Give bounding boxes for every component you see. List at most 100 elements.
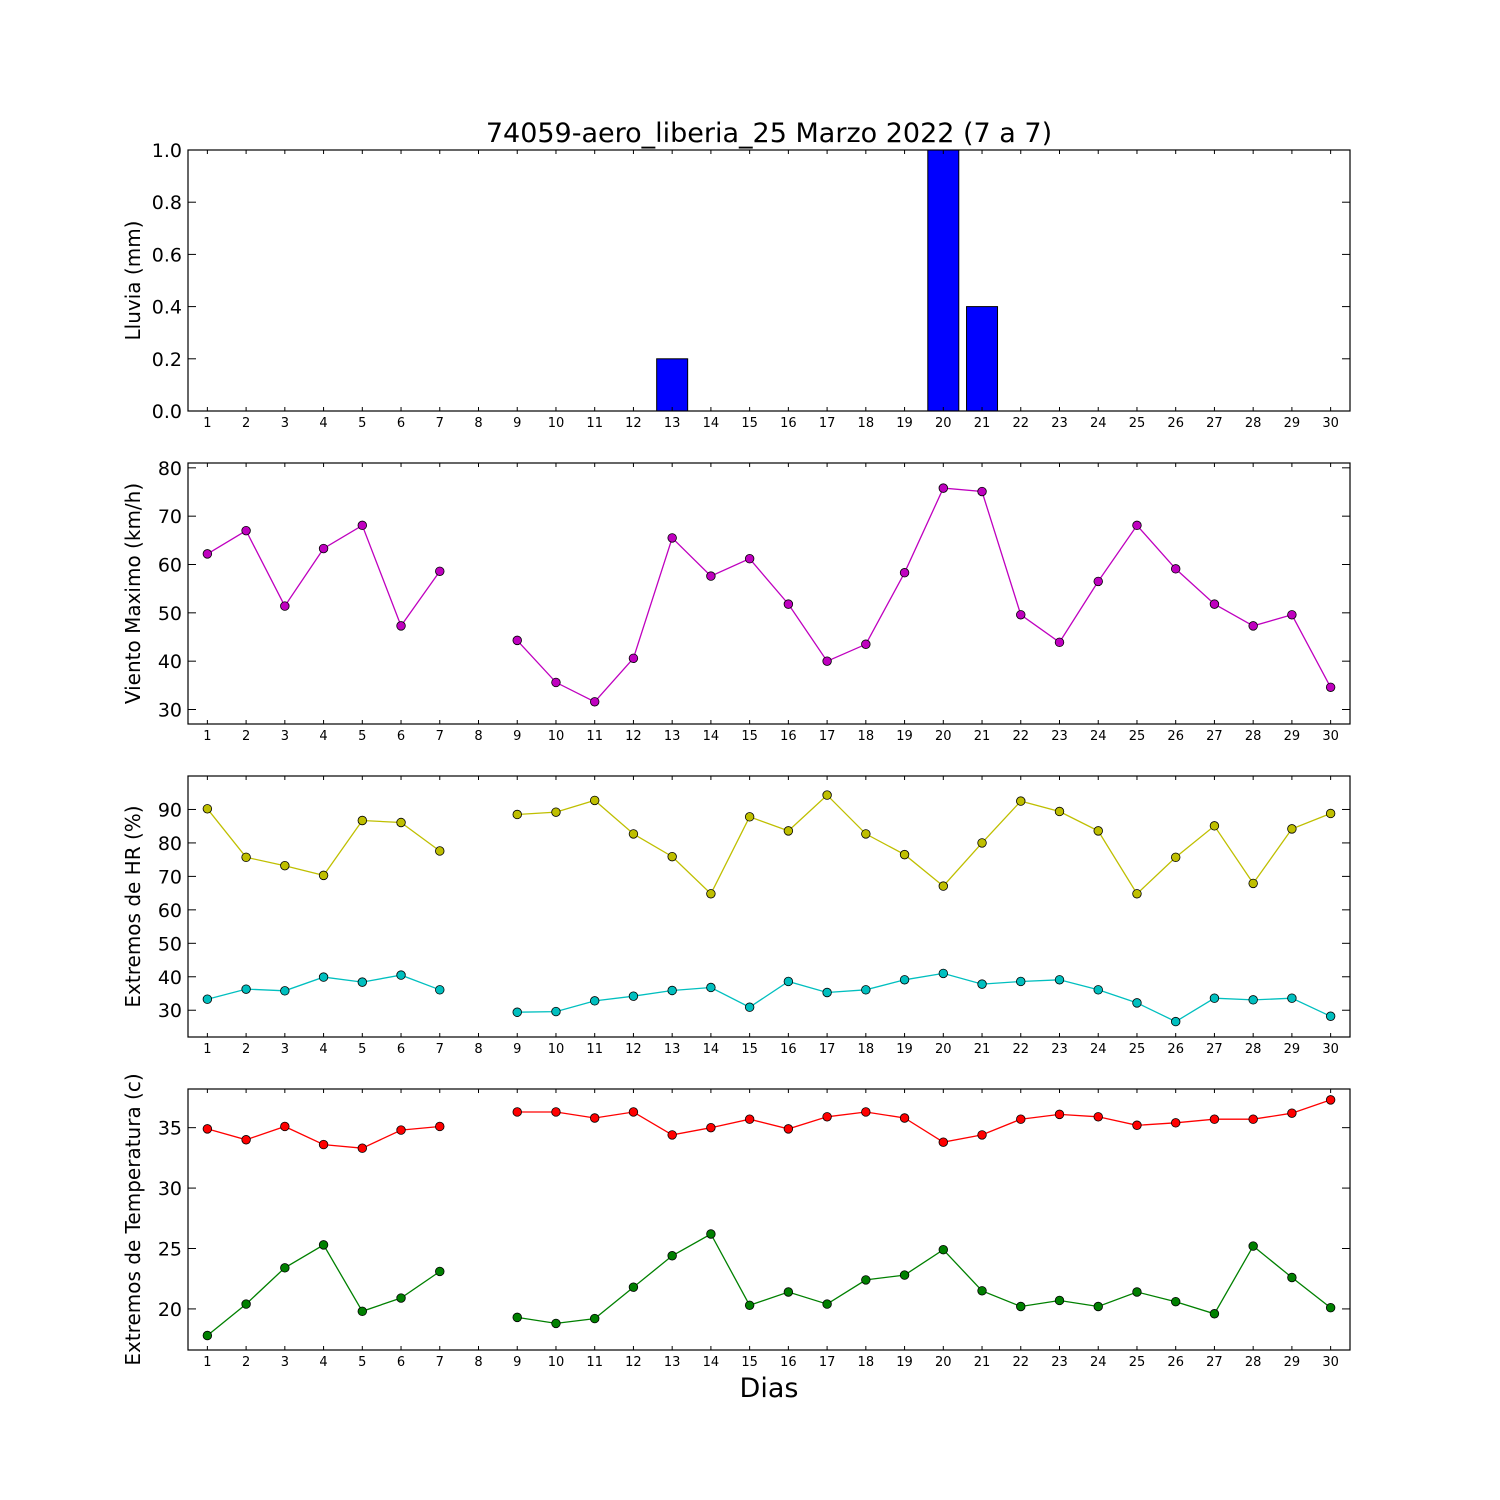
data-point: [861, 1275, 871, 1285]
data-point: [1248, 1241, 1258, 1251]
x-tick-label: 1: [203, 729, 211, 744]
x-tick-label: 8: [474, 729, 482, 744]
x-tick-label: 9: [513, 729, 521, 744]
x-tick-label: 11: [586, 729, 603, 744]
data-point: [396, 1125, 406, 1135]
data-point: [1287, 1272, 1297, 1283]
data-point: [628, 829, 639, 839]
data-point: [435, 1266, 445, 1277]
data-point: [1016, 796, 1026, 806]
x-tick-label: 1: [203, 1042, 211, 1057]
data-point: [1016, 1301, 1026, 1312]
y-tick-label: 30: [158, 700, 182, 722]
x-tick-label: 27: [1206, 1355, 1223, 1370]
data-point: [744, 1300, 755, 1310]
data-point: [899, 568, 910, 578]
data-point: [628, 1282, 639, 1292]
data-point: [241, 525, 251, 536]
x-tick-label: 8: [474, 1355, 482, 1370]
data-point: [744, 812, 755, 822]
data-point: [551, 1006, 561, 1017]
data-point: [938, 1137, 949, 1147]
data-point: [202, 1124, 213, 1134]
data-point: [977, 838, 987, 848]
x-tick-label: 18: [858, 1042, 875, 1057]
data-point: [744, 1002, 755, 1012]
x-tick-label: 3: [281, 416, 289, 431]
rain-panel: 0.00.20.40.60.81.01 2 3 4 5 6 7 8 9 10 11 12 13 14 15 1…: [121, 140, 1351, 431]
data-point: [1170, 1296, 1181, 1307]
data-point: [977, 1130, 987, 1140]
x-tick-label: 6: [397, 1355, 405, 1370]
y-tick-label: 30: [158, 1178, 182, 1200]
x-tick-label: 21: [974, 416, 991, 431]
x-tick-label: 7: [436, 1355, 444, 1370]
data-point: [512, 1007, 522, 1017]
data-point: [1325, 1303, 1336, 1313]
data-point: [706, 889, 716, 899]
data-point: [318, 870, 329, 881]
x-tick-label: 24: [1090, 729, 1107, 744]
x-tick-label: 25: [1129, 1042, 1146, 1057]
data-point: [667, 533, 677, 543]
y-axis-label: Extremos de Temperatura (c): [121, 1073, 145, 1365]
data-point: [1248, 995, 1258, 1005]
x-tick-label: 7: [436, 416, 444, 431]
data-point: [783, 826, 794, 836]
series-line: [517, 794, 1331, 895]
x-tick-label: 19: [896, 1042, 913, 1057]
data-point: [861, 639, 871, 649]
data-point: [1248, 878, 1258, 889]
data-point: [938, 968, 949, 979]
data-point: [1054, 637, 1065, 648]
x-tick-label: 9: [513, 1355, 521, 1370]
x-tick-label: 2: [242, 729, 250, 744]
data-point: [357, 977, 368, 987]
data-point: [822, 656, 832, 666]
plot-frame: [187, 149, 1351, 412]
x-tick-label: 27: [1206, 1042, 1223, 1057]
data-point: [551, 1318, 561, 1329]
data-point: [1209, 599, 1220, 609]
data-point: [318, 972, 329, 982]
data-point: [1170, 1118, 1181, 1128]
data-point: [396, 970, 406, 980]
data-point: [1016, 976, 1026, 987]
x-tick-label: 19: [896, 416, 913, 431]
x-tick-label: 12: [625, 1042, 642, 1057]
data-point: [435, 846, 445, 856]
y-tick-label: 0.2: [152, 349, 182, 371]
data-point: [357, 1143, 368, 1153]
y-axis-label: Lluvia (mm): [121, 221, 145, 341]
data-point: [783, 1124, 794, 1134]
x-tick-label: 18: [858, 1355, 875, 1370]
data-point: [1209, 1309, 1220, 1319]
data-point: [706, 982, 716, 993]
data-point: [1132, 1287, 1142, 1297]
x-tick-label: 22: [1012, 1355, 1029, 1370]
rain-bar: [966, 306, 999, 412]
data-point: [1287, 824, 1297, 834]
x-tick-label: 6: [397, 416, 405, 431]
data-point: [783, 599, 794, 609]
data-point: [241, 1299, 251, 1309]
x-tick-label: 4: [319, 1355, 327, 1370]
x-tick-label: 24: [1090, 416, 1107, 431]
data-point: [628, 1107, 639, 1117]
x-tick-label: 3: [281, 1042, 289, 1057]
x-tick-label: 6: [397, 1042, 405, 1057]
x-tick-label: 11: [586, 1355, 603, 1370]
data-point: [628, 991, 639, 1001]
data-point: [1287, 610, 1297, 620]
x-tick-label: 10: [548, 1042, 565, 1057]
data-point: [667, 985, 677, 996]
x-tick-label: 17: [819, 1355, 836, 1370]
x-tick-label: 16: [780, 1042, 797, 1057]
y-tick-label: 50: [158, 933, 182, 955]
x-tick-label: 9: [513, 1042, 521, 1057]
series-line: [206, 1244, 441, 1337]
x-tick-label: 12: [625, 729, 642, 744]
